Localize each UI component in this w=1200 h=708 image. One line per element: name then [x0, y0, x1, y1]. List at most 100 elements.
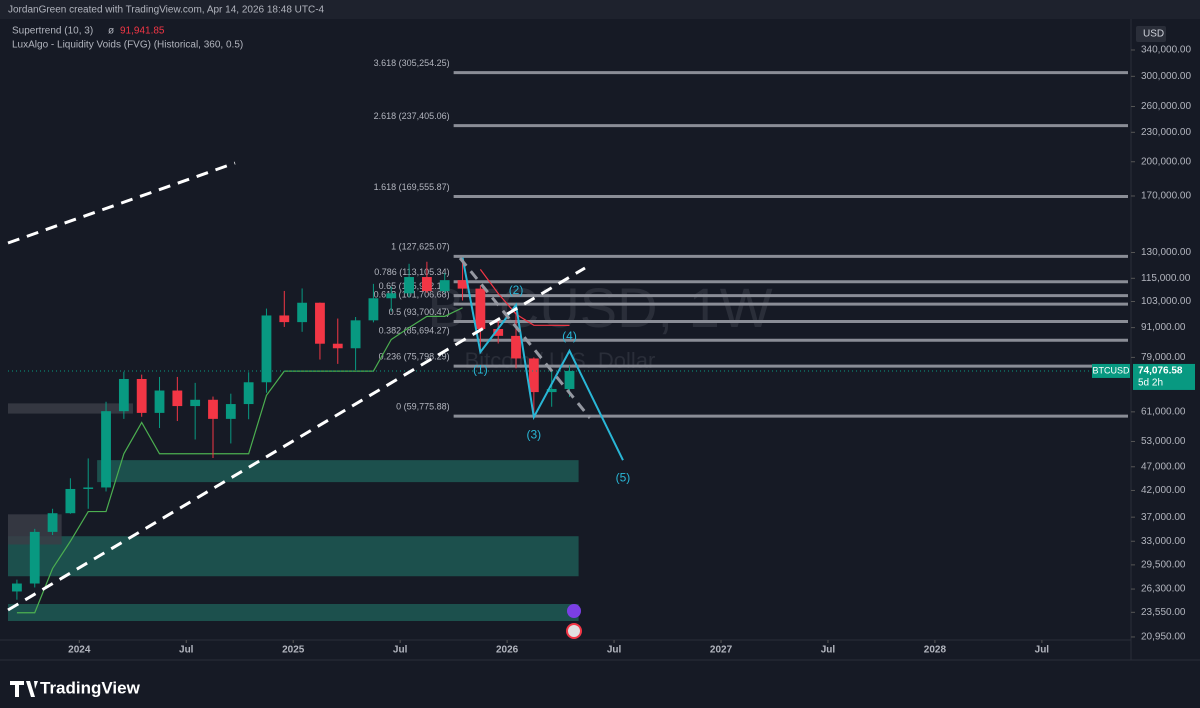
price-label: 74,076.58: [1138, 366, 1183, 377]
candle-body: [511, 335, 521, 359]
header-bar: [0, 0, 1200, 19]
wave-label: (5): [616, 470, 631, 484]
x-tick-label: 2026: [496, 645, 519, 656]
indicator-value: 91,941.85: [120, 26, 165, 37]
candle-body: [421, 277, 432, 292]
candle-body: [315, 302, 325, 344]
indicator-symbol: ø: [108, 26, 114, 37]
liquidity-void: [8, 536, 579, 577]
trend-line: [458, 257, 592, 419]
y-tick-label: 340,000.00: [1141, 45, 1191, 56]
candle-body: [457, 280, 468, 289]
candle-body: [243, 382, 254, 405]
y-tick-label: 33,000.00: [1141, 536, 1186, 547]
candle-body: [546, 388, 557, 393]
indicator-label: Supertrend (10, 3): [12, 26, 93, 37]
wave-label: (2): [509, 283, 524, 297]
y-tick-label: 170,000.00: [1141, 191, 1191, 202]
fib-label: 1.618 (169,555.87): [374, 182, 450, 192]
candle-body: [564, 370, 575, 389]
fib-label: 0.382 (85,694.27): [379, 326, 450, 336]
y-tick-label: 26,300.00: [1141, 584, 1186, 595]
fib-label: 0.65 (105,912.13): [379, 281, 450, 291]
liquidity-void: [8, 403, 133, 414]
fib-label: 0.5 (93,700.47): [389, 307, 450, 317]
y-tick-label: 61,000.00: [1141, 406, 1186, 417]
currency-box: [1136, 26, 1166, 42]
supertrend-line: [479, 268, 570, 327]
x-tick-label: Jul: [607, 645, 622, 656]
candle-body: [475, 288, 486, 329]
y-tick-label: 42,000.00: [1141, 485, 1186, 496]
candle-body: [29, 531, 40, 584]
candle-body: [297, 302, 308, 323]
fib-label: 3.618 (305,254.25): [374, 58, 450, 68]
currency: USD: [1143, 29, 1164, 40]
x-tick-label: 2024: [68, 645, 91, 656]
credit: JordanGreen created with TradingView.com…: [8, 5, 325, 16]
y-tick-label: 23,550.00: [1141, 607, 1186, 618]
wave-label: (3): [527, 427, 542, 441]
elliott-wave: [461, 257, 624, 461]
candle-body: [208, 399, 218, 419]
wave-label: (1): [473, 362, 488, 376]
candle-body: [439, 280, 450, 292]
y-tick-label: 29,500.00: [1141, 560, 1186, 571]
candle-body: [404, 277, 414, 294]
fib-label: 1 (127,625.07): [391, 242, 450, 252]
y-tick-label: 200,000.00: [1141, 156, 1191, 167]
y-tick-label: 37,000.00: [1141, 512, 1186, 523]
candle-body: [65, 488, 76, 514]
x-tick-label: 2027: [710, 645, 733, 656]
y-tick-label: 91,000.00: [1141, 322, 1186, 333]
price-box: [1133, 363, 1195, 390]
logo: [10, 681, 38, 697]
candle-body: [172, 390, 183, 407]
candle-body: [83, 487, 94, 489]
candle-body: [279, 315, 290, 323]
candle-body: [118, 378, 129, 412]
y-tick-label: 20,950.00: [1141, 632, 1186, 643]
y-tick-label: 53,000.00: [1141, 436, 1186, 447]
fib-label: 0.236 (75,798.29): [379, 351, 450, 361]
candle-body: [47, 513, 58, 532]
y-tick-label: 115,000.00: [1141, 273, 1191, 284]
candle-body: [332, 343, 343, 349]
fib-label: 0.618 (101,706.68): [374, 290, 450, 300]
trend-line: [7, 161, 236, 245]
x-tick-label: Jul: [821, 645, 836, 656]
liquidity-void: [8, 603, 579, 621]
x-tick-label: Jul: [393, 645, 408, 656]
candle-body: [368, 298, 379, 321]
candle-body: [261, 315, 272, 383]
fib-label: 0.786 (113,105.34): [374, 267, 449, 277]
symbol-box: [1092, 363, 1130, 378]
x-tick-label: 2025: [282, 645, 305, 656]
y-tick-label: 47,000.00: [1141, 461, 1186, 472]
y-tick-label: 260,000.00: [1141, 101, 1191, 112]
wave-label: (4): [562, 329, 577, 343]
x-tick-label: 2028: [924, 645, 947, 656]
candle-body: [154, 390, 165, 413]
brand: TradingView: [40, 678, 141, 697]
event-icon[interactable]: [567, 604, 581, 618]
y-tick-label: 103,000.00: [1141, 296, 1191, 307]
countdown: 5d 2h: [1138, 378, 1163, 389]
candle-body: [190, 399, 201, 407]
y-tick-label: 230,000.00: [1141, 127, 1191, 138]
symbol-label: BTCUSD: [1092, 365, 1130, 375]
fib-label: 2.618 (237,405.06): [374, 111, 450, 121]
candle-body: [350, 320, 361, 349]
candle-body: [386, 293, 397, 299]
candle-body: [101, 411, 111, 488]
candle-body: [493, 328, 504, 336]
x-tick-label: Jul: [179, 645, 194, 656]
y-tick-label: 79,000.00: [1141, 352, 1186, 363]
indicator-label: LuxAlgo - Liquidity Voids (FVG) (Histori…: [12, 40, 243, 51]
fib-label: 0 (59,775.88): [396, 401, 450, 411]
event-icon[interactable]: [566, 623, 582, 639]
candle-body: [528, 358, 539, 393]
trend-line: [7, 266, 586, 612]
